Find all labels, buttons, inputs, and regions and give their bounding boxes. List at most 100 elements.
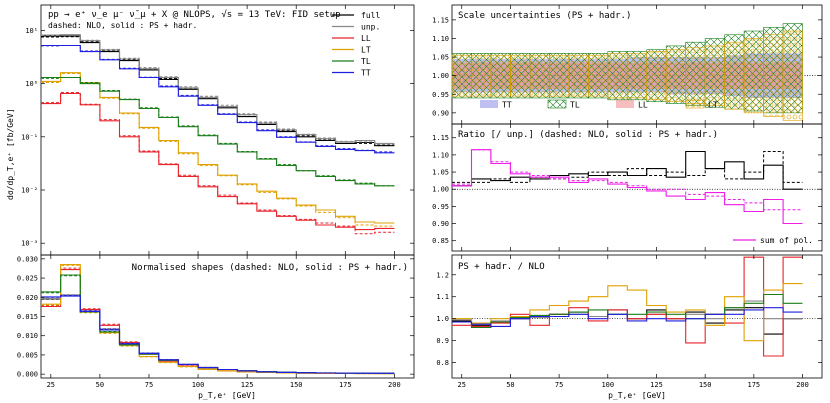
shape-xtick-label: 175 [339,381,352,389]
psratio-ytick-label: 0.9 [436,337,449,345]
band-lt-bin [626,53,648,99]
legend-label-sum-of-pol: sum of pol. [760,236,813,245]
series-line-dashed-ll [41,267,395,374]
shape-ytick-label: 0.025 [17,275,38,283]
band-lt-bin [529,54,550,97]
scale-legend: TT TL LL LT [480,99,718,110]
band-lt-bin [607,53,628,99]
series-line-solid-unp [41,34,395,144]
legend-swatch-lt [685,99,705,109]
legend-label-full: full [361,11,380,20]
scale-ytick-label: 1.05 [432,54,449,62]
band-lt-bin [743,38,764,114]
main-panel: 10⁻³ 10⁻² 10⁻¹ 10⁰ 10¹ pp → e⁺ ν_e μ⁻ ν̄_μ +… [6,4,415,256]
psratio-ytick-label: 1.1 [436,293,449,301]
legend-swatch-tt [480,100,498,108]
series-line-solid-full [41,35,395,147]
main-ytick-label: 10⁰ [25,80,38,88]
band-lt-bin [685,47,706,104]
legend-label-tt: TT [361,69,371,78]
series-full [41,35,395,147]
ratio-ytick-label: 0.85 [432,237,449,245]
shape-xtick-label: 75 [145,381,153,389]
psratio-xtick-label: 75 [555,381,563,389]
band-lt-bin [724,41,745,110]
psratio-xtick-label: 175 [748,381,761,389]
psratio-xtick-label: 50 [506,381,514,389]
psratio-xtick-label: 150 [699,381,712,389]
ratio-ytick-label: 0.95 [432,203,449,211]
ratio-yticks: 0.85 0.90 0.95 1.00 1.05 1.10 1.15 [432,134,822,245]
psratio-xtick-label: 100 [601,381,614,389]
ratio-legend: sum of pol. [733,236,813,245]
legend-label-ll: LL [638,101,648,110]
legend-label-tl: TL [570,101,580,110]
series-full [41,294,395,374]
series-tt [452,307,803,327]
psratio-plot-area [452,256,822,357]
series-line-dashed-lt [41,264,395,375]
psratio-yticks: 0.8 0.9 1.0 1.1 1.2 [436,271,822,367]
shape-xtick-label: 125 [241,381,254,389]
scale-ytick-label: 1.15 [432,16,449,24]
series-line-dashed-full [41,36,395,146]
psratio-title: PS + hadr. / NLO [458,262,545,272]
shape-ytick-label: 0.015 [17,313,38,321]
series-tt [41,294,395,374]
ratio-frame [451,123,823,252]
shape-panel: 0.000 0.005 0.010 0.015 0.020 0.025 0.030 25 50… [17,254,415,400]
series-line-solid-sum-of-pol [452,149,803,225]
series-line-solid-ll [41,269,395,374]
band-lt-bin [646,51,667,101]
band-lt-bin [490,54,511,97]
series-line-dashed-full [41,294,395,374]
shape-xtick-label: 200 [388,381,401,389]
main-ytick-label: 10⁻¹ [21,133,38,141]
series-ll [41,267,395,374]
ratio-ytick-label: 1.15 [432,134,449,142]
scale-yticks: 0.90 0.95 1.00 1.05 1.10 1.15 [432,16,822,117]
series-tl [41,274,395,374]
legend-label-lt: LT [708,101,718,110]
series-line-dashed-full [452,151,803,183]
series-lt [41,264,395,375]
shape-ytick-label: 0.020 [17,294,38,302]
series-line-solid-tl [41,274,395,374]
legend-label-lt: LT [361,46,371,55]
psratio-xtick-label: 125 [650,381,663,389]
band-lt-bin [588,54,609,97]
scale-ytick-label: 0.90 [432,109,449,117]
psratio-ytick-label: 1.2 [436,271,449,279]
band-lt-bin [782,30,803,121]
psratio-ytick-label: 1.0 [436,315,449,323]
series-unp [41,294,395,374]
scale-panel: 0.90 0.95 1.00 1.05 1.10 1.15 Scale uncertain… [432,4,823,125]
shape-xtick-label: 150 [290,381,303,389]
psratio-panel: 0.8 0.9 1.0 1.1 1.2 25 50 75 100 125 150 175 200 PS… [436,254,823,400]
shape-xtick-label: 50 [96,381,104,389]
ratio-xticks [461,124,803,251]
shape-xtick-label: 25 [47,381,55,389]
main-yticks: 10⁻³ 10⁻² 10⁻¹ 10⁰ 10¹ [21,27,414,248]
series-line-solid-full [452,150,803,190]
shape-xlabel: p_T,e⁺ [GeV] [198,391,256,400]
band-lt-bin [549,54,570,97]
series-line-solid-full [41,294,395,374]
band-lt-bin [763,34,784,117]
shape-frame [40,254,415,379]
shape-xtick-label: 100 [192,381,205,389]
series-line-tt [452,307,803,327]
main-xticks [50,5,395,255]
series-line-dashed-tt [41,294,395,374]
legend-swatch-tl [547,99,567,109]
series-line-dashed-ll [41,92,395,235]
main-legend: full unp. LL LT TL TT [332,11,380,78]
scale-ytick-label: 0.95 [432,91,449,99]
series-ll [41,92,395,235]
psratio-xlabel: p_T,e⁺ [GeV] [608,391,666,400]
series-line-solid-tt [41,44,395,154]
ratio-panel: 0.85 0.90 0.95 1.00 1.05 1.10 1.15 Ratio [/ un… [432,123,823,252]
ratio-ytick-label: 0.90 [432,220,449,228]
shape-xticks: 25 50 75 100 125 150 175 200 [47,255,401,389]
